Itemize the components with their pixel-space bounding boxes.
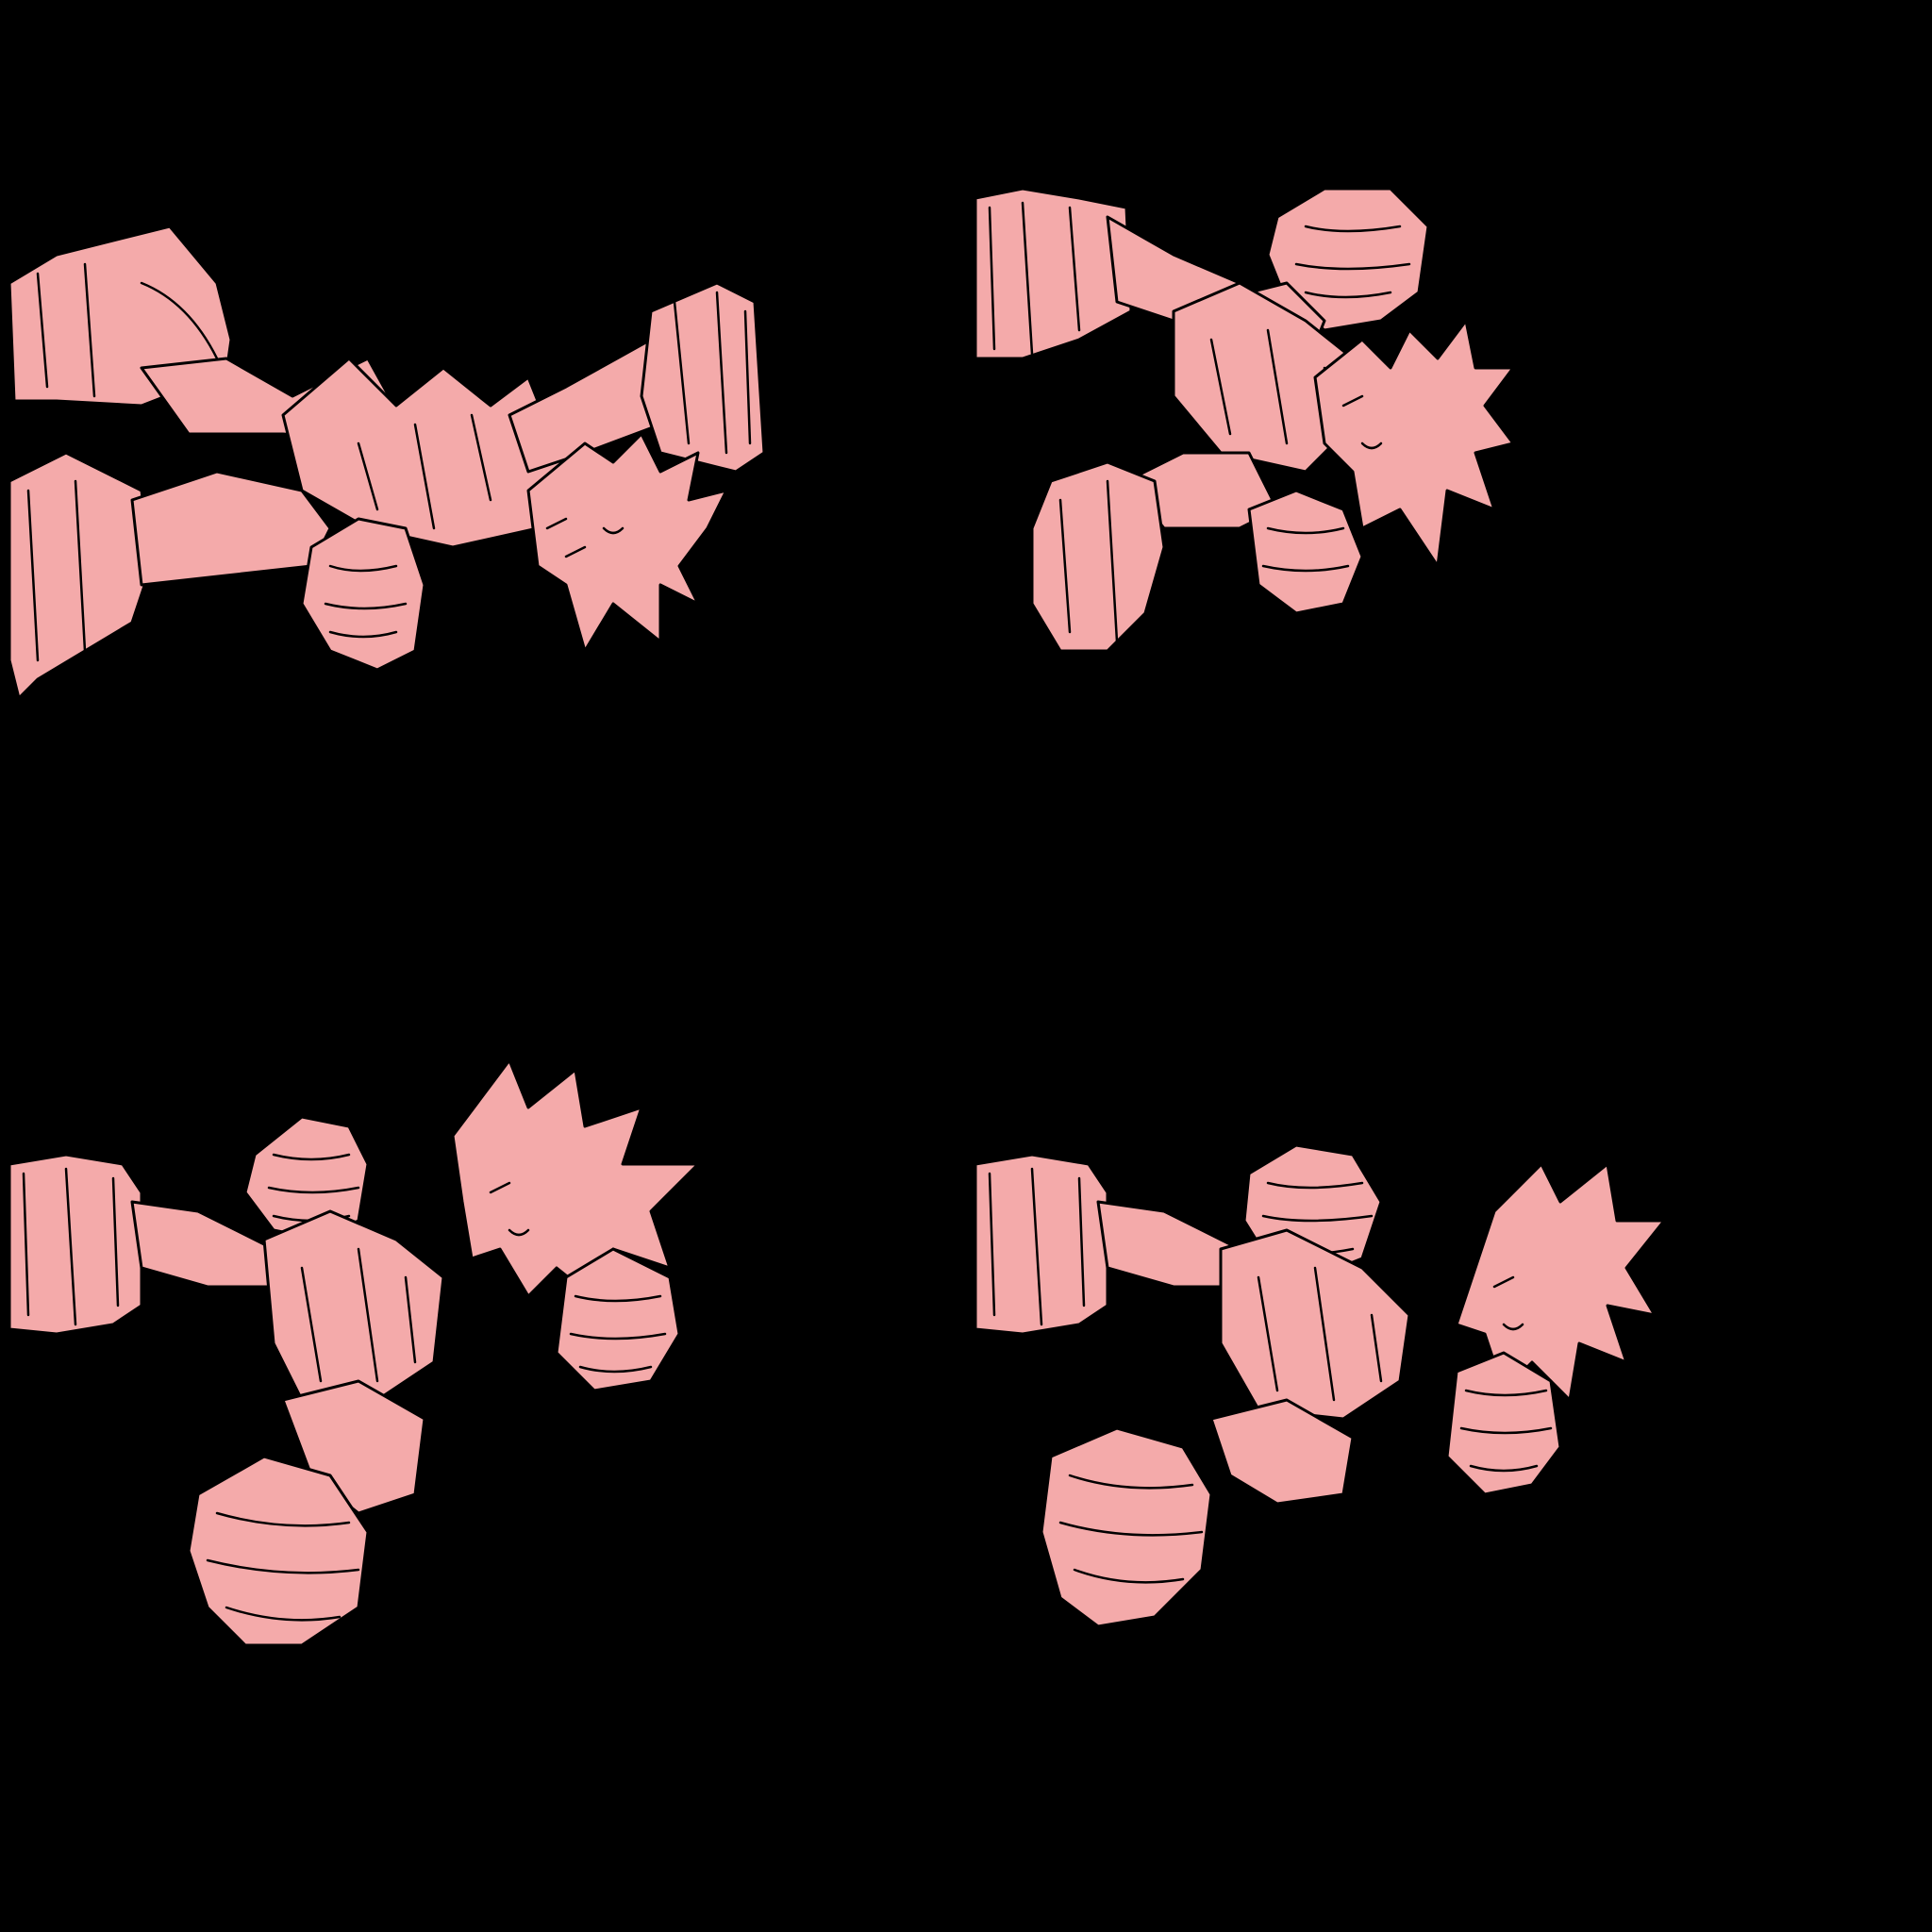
fist-lower <box>555 1247 681 1392</box>
torso <box>1219 1228 1411 1421</box>
head <box>1313 319 1515 568</box>
gauntlet-front <box>640 281 766 474</box>
leg-front <box>1209 1398 1355 1506</box>
fist-lower <box>300 517 426 672</box>
boot-front <box>187 1455 370 1647</box>
boot-back <box>974 187 1133 360</box>
head <box>1455 1162 1666 1402</box>
boot-back <box>974 1153 1109 1336</box>
sprite-frame-4-graphic <box>974 1143 1666 1628</box>
sprite-frame-2-graphic <box>974 187 1515 653</box>
sprite-frame-3 <box>0 966 966 1932</box>
head <box>526 432 728 653</box>
fist-lower <box>1247 489 1364 615</box>
boot-front <box>1030 460 1166 653</box>
boot-front <box>1040 1426 1213 1628</box>
sprite-frame-1-graphic <box>8 225 766 700</box>
sprite-frame-4 <box>966 966 1932 1932</box>
sprite-frame-1 <box>0 0 966 966</box>
head <box>451 1058 700 1307</box>
torso <box>262 1209 445 1402</box>
fist-raised <box>1266 187 1430 332</box>
boot-back <box>8 1153 143 1336</box>
sprite-frame-3-graphic <box>8 1058 700 1647</box>
boot-upper <box>8 225 233 408</box>
fist-raised <box>243 1115 370 1241</box>
sprite-frame-2 <box>966 0 1932 966</box>
fist-lower <box>1445 1351 1562 1496</box>
